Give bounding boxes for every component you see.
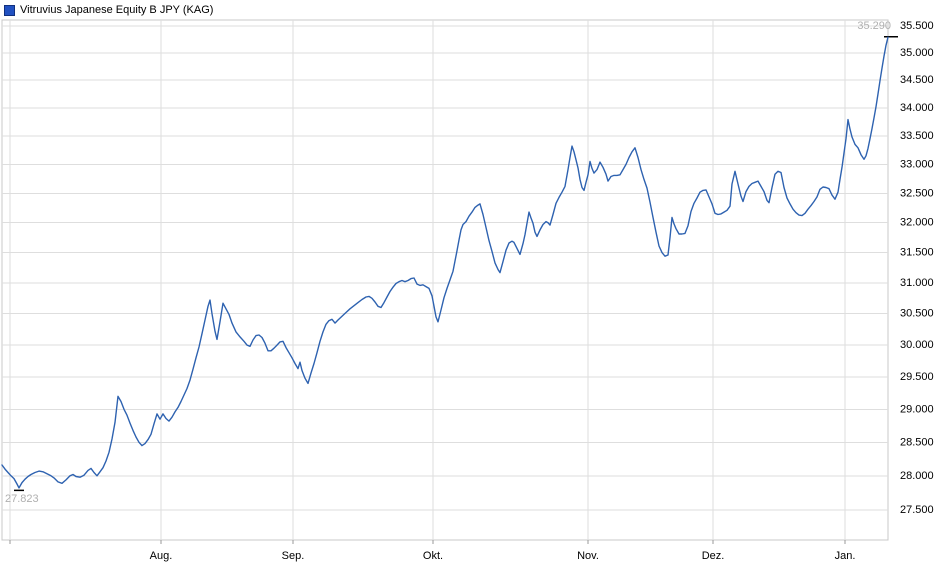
y-axis-label: 27.500	[900, 504, 934, 516]
x-axis-label: Dez.	[702, 550, 725, 562]
y-axis-label: 31.500	[900, 247, 934, 259]
x-axis-label: Jan.	[835, 550, 856, 562]
y-axis-label: 29.500	[900, 371, 934, 383]
price-line	[1, 36, 889, 489]
y-axis-label: 30.000	[900, 339, 934, 351]
y-axis-label: 33.500	[900, 130, 934, 142]
chart-title: Vitruvius Japanese Equity B JPY (KAG)	[20, 4, 214, 16]
y-axis-label: 34.000	[900, 102, 934, 114]
x-axis-label: Aug.	[150, 550, 173, 562]
y-axis-label: 28.500	[900, 436, 934, 448]
x-axis-label: Sep.	[282, 550, 305, 562]
y-axis-label: 29.000	[900, 403, 934, 415]
max-value-label: 35.290	[857, 20, 891, 32]
y-axis-label: 28.000	[900, 470, 934, 482]
x-axis-label: Okt.	[423, 550, 443, 562]
y-axis-label: 34.500	[900, 74, 934, 86]
y-axis-label: 30.500	[900, 308, 934, 320]
y-axis-label: 35.500	[900, 20, 934, 32]
y-axis-label: 32.500	[900, 187, 934, 199]
x-axis-label: Nov.	[577, 550, 599, 562]
chart-header: Vitruvius Japanese Equity B JPY (KAG)	[4, 3, 213, 17]
series-legend-swatch-icon	[4, 4, 15, 16]
y-axis-label: 32.000	[900, 217, 934, 229]
y-axis-label: 33.000	[900, 158, 934, 170]
plot-border	[1, 19, 889, 541]
min-value-label: 27.823	[5, 493, 39, 505]
y-axis-label: 35.000	[900, 47, 934, 59]
y-axis-label: 31.000	[900, 277, 934, 289]
